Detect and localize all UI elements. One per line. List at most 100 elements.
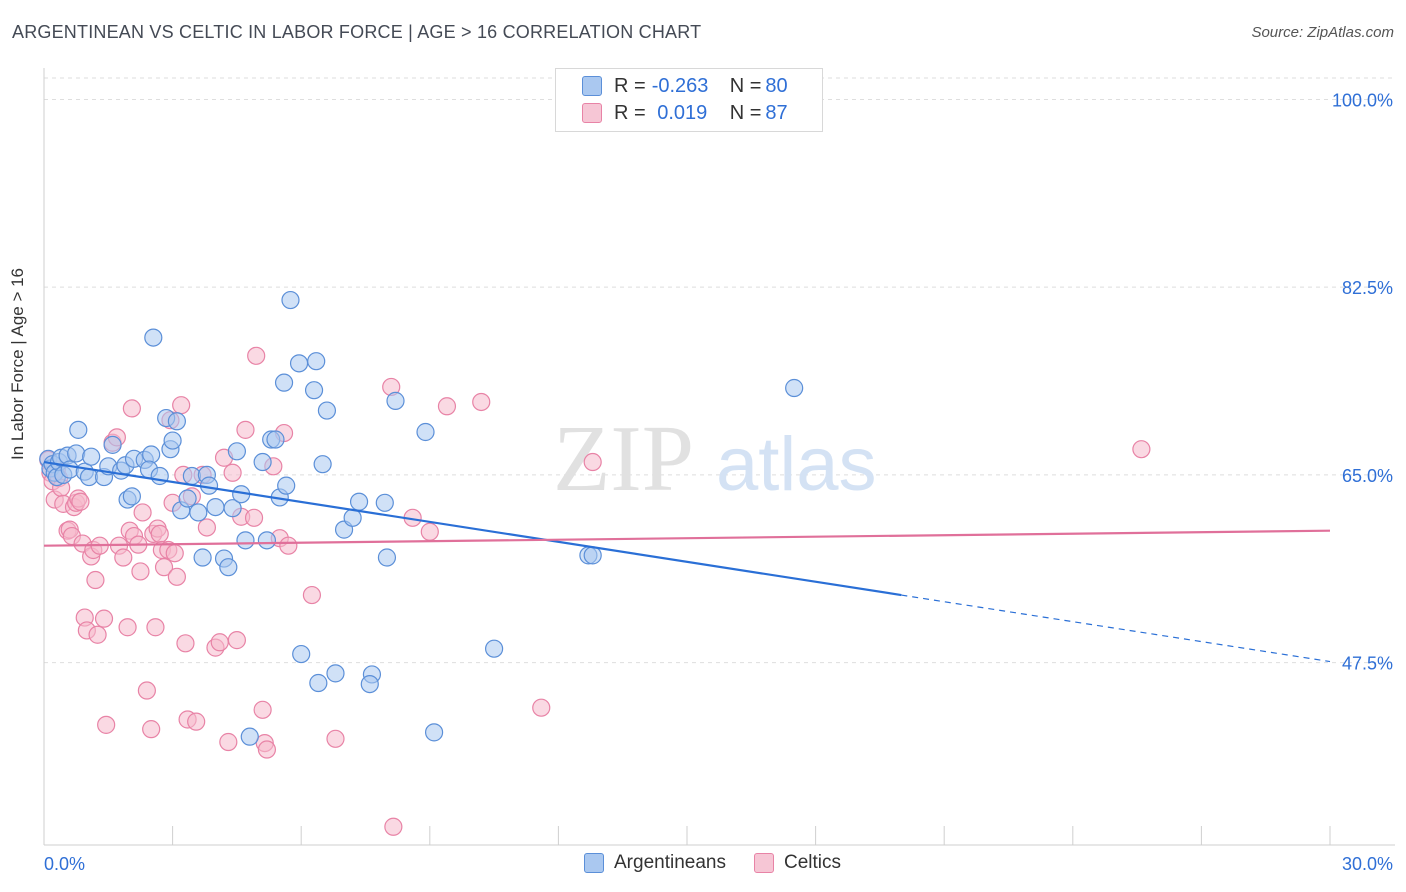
argentinean-point [360,674,379,694]
celtic-point [219,732,238,752]
argentinean-point [317,401,337,420]
celtic-point [223,463,242,482]
celtic-point [176,634,195,653]
argentinean-point [69,420,88,439]
argentinean-point [144,328,163,347]
celtic-point [114,548,133,567]
celtic-point [384,817,403,836]
argentinean-point [189,503,208,522]
celtic-point [236,420,255,439]
celtic-point [167,567,186,586]
argentinean-point [307,352,326,371]
argentinean-point [785,378,804,398]
argentinean-point [377,548,397,567]
grid-lines [44,77,1395,664]
celtic-point [71,492,90,511]
argentinean-trend-line [43,460,902,597]
axes [43,68,1395,846]
celtic-point [133,503,152,522]
y-tick-label: 100.0% [1332,90,1393,110]
tick-labels: 100.0% 82.5% 65.0% 47.5% 0.0% 30.0% [44,90,1393,874]
legend-item-celtics: Celtics [753,852,841,874]
legend-r-label: R = [614,74,646,97]
argentinean-point [223,499,242,518]
argentinean-point [122,487,141,506]
celtic-point [227,631,246,650]
trend-lines [43,460,1331,663]
argentinean-trend-extension [901,594,1331,663]
argentinean-point [182,466,201,486]
celtic-point [187,712,206,731]
legend-swatch-pink [753,853,774,873]
celtic-point [247,346,266,365]
y-tick-label: 47.5% [1342,654,1393,674]
celtic-point [1132,440,1151,459]
y-axis-label: In Labor Force | Age > 16 [8,267,27,460]
argentinean-point [292,644,311,664]
legend-r-value: 0.019 [651,101,708,124]
celtic-point [122,399,141,418]
celtic-point [197,518,216,537]
argentinean-point [386,391,405,410]
celtic-point [142,720,161,739]
argentinean-point [103,435,122,454]
legend-row-argentineans: R = -0.263 N = 80 [582,73,788,99]
celtic-point [257,740,277,759]
celtic-point [583,452,602,472]
watermark-atlas: atlas [716,422,877,507]
argentinean-point [193,548,212,567]
x-tick-label-max: 30.0% [1342,854,1393,874]
celtic-point [210,633,229,652]
watermark-zip: ZIP [553,407,694,511]
celtic-point [118,618,137,637]
argentinean-point [266,430,285,449]
argentinean-point [289,354,309,373]
celtic-point [420,522,439,541]
celtic-point [86,570,105,590]
argentinean-point [178,489,197,508]
argentinean-point [206,497,225,517]
x-tick-label-min: 0.0% [44,854,85,874]
celtic-point [88,625,107,644]
argentinean-point [309,673,328,693]
argentinean-point [424,723,444,742]
argentinean-point [375,493,394,512]
y-tick-label: 82.5% [1342,278,1393,298]
argentinean-point [416,422,435,442]
argentinean-point [227,442,246,461]
argentinean-point [583,546,602,565]
celtic-point [150,524,169,544]
legend-swatch-pink [582,103,602,123]
argentinean-point [281,290,300,310]
argentinean-point [257,531,277,550]
argentinean-point [277,476,296,495]
celtic-point [472,392,491,412]
argentinean-point [349,492,369,511]
legend-n-value: 80 [765,74,788,97]
celtic-point [146,618,165,637]
legend-n-value: 87 [765,101,788,124]
celtic-point [437,397,457,416]
series-legend: Argentineans Celtics [584,852,869,874]
argentinean-point [82,447,101,466]
legend-label-argentineans: Argentineans [614,852,726,873]
celtic-point [532,698,551,717]
watermark: ZIP atlas [553,407,877,511]
legend-label-celtics: Celtics [783,852,841,873]
celtic-point [302,585,322,605]
celtic-point [253,700,272,719]
argentinean-point [313,455,332,474]
legend-r-value: -0.263 [651,74,709,97]
argentinean-point [485,639,504,658]
argentinean-point [163,431,182,450]
argentinean-point [253,452,272,472]
celtic-point [97,715,116,734]
legend-swatch-blue [582,76,602,96]
argentinean-point [167,412,186,431]
chart-title: ARGENTINEAN VS CELTIC IN LABOR FORCE | A… [12,22,702,42]
celtic-point [94,609,114,628]
argentinean-point [219,558,238,577]
celtic-point [131,562,150,581]
argentinean-point [304,381,324,400]
